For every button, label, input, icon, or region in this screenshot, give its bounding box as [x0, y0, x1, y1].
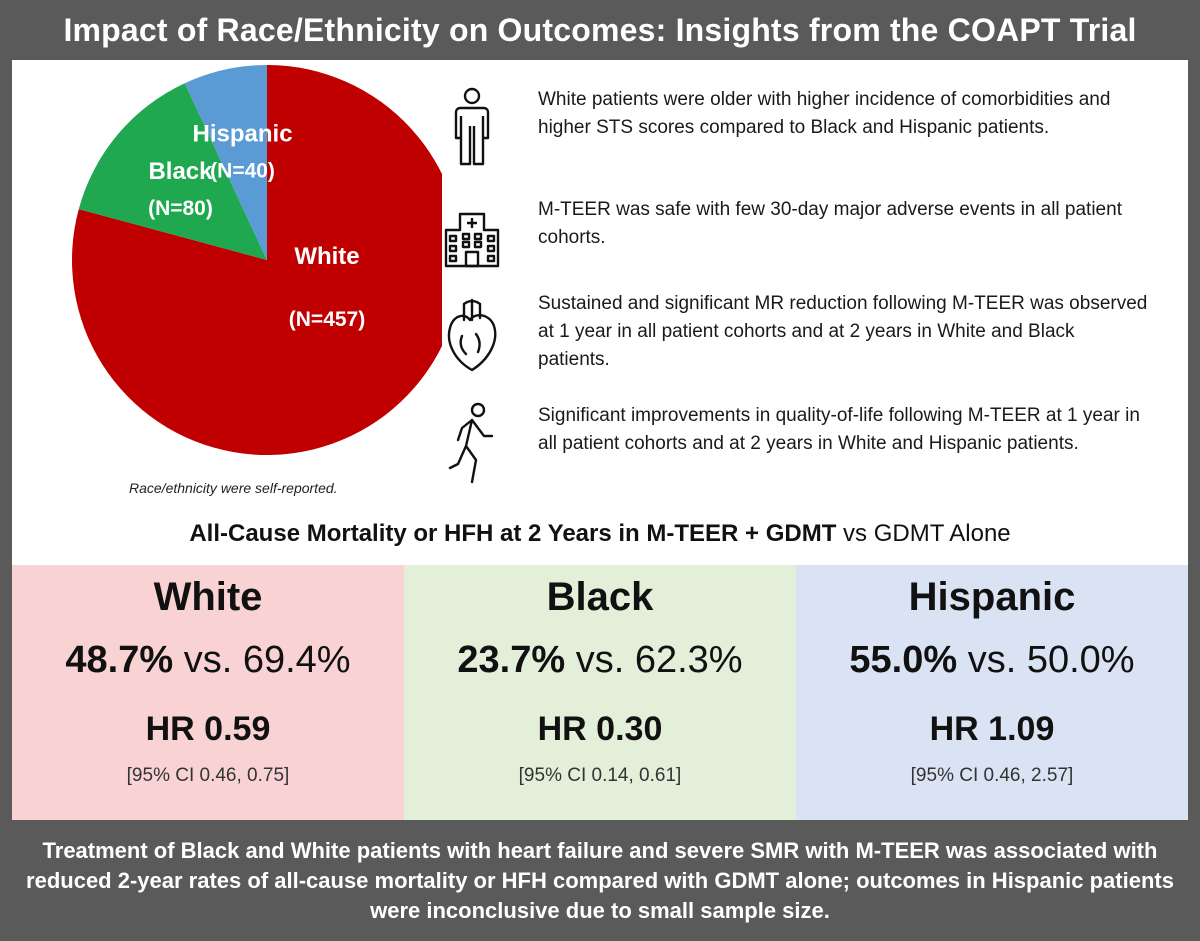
finding-item: Significant improvements in quality-of-l…: [442, 402, 1162, 492]
finding-text: Significant improvements in quality-of-l…: [538, 405, 1140, 454]
group-name: Hispanic: [908, 575, 1076, 619]
page-title: Impact of Race/Ethnicity on Outcomes: In…: [63, 11, 1137, 48]
group-name: White: [153, 575, 263, 619]
hazard-ratio: HR 0.59: [145, 710, 271, 748]
rate-teer: 48.7%: [65, 639, 174, 681]
finding-item: M-TEER was safe with few 30-day major ad…: [442, 196, 1162, 286]
conclusion-banner: Treatment of Black and White patients wi…: [0, 820, 1200, 941]
confidence-interval: [95% CI 0.46, 0.75]: [126, 765, 290, 786]
outcomes-heading: All-Cause Mortality or HFH at 2 Years in…: [12, 520, 1188, 548]
heart-icon: [447, 298, 497, 372]
pie-count-hispanic: (N=40): [210, 160, 275, 183]
finding-item: White patients were older with higher in…: [442, 86, 1162, 176]
pie-label-white: White: [294, 243, 359, 270]
outcome-card-hispanic: Hispanic 55.0% vs. 50.0% HR 1.09 [95% CI…: [796, 565, 1188, 820]
rate-gdmt: 50.0%: [1026, 639, 1135, 681]
finding-text: White patients were older with higher in…: [538, 89, 1111, 138]
finding-text: Sustained and significant MR reduction f…: [538, 293, 1148, 370]
pie-label-hispanic: Hispanic: [193, 121, 293, 148]
pie-label-black: Black: [148, 158, 213, 185]
outcomes-columns: White 48.7% vs. 69.4% HR 0.59 [95% CI 0.…: [12, 565, 1188, 820]
pie-note: Race/ethnicity were self-reported.: [129, 480, 338, 496]
person-icon: [454, 87, 490, 166]
rate-vs: vs.: [565, 639, 635, 681]
rate-vs: vs.: [957, 639, 1027, 681]
outcomes-heading-rest: vs GDMT Alone: [836, 520, 1011, 547]
pie-slice-white: [72, 65, 442, 455]
confidence-interval: [95% CI 0.14, 0.61]: [518, 765, 682, 786]
rate-gdmt: 69.4%: [242, 639, 351, 681]
rate-teer: 23.7%: [457, 639, 566, 681]
event-rates: 48.7% vs. 69.4%: [12, 639, 404, 682]
event-rates: 23.7% vs. 62.3%: [404, 639, 796, 682]
outcome-card-black: Black 23.7% vs. 62.3% HR 0.30 [95% CI 0.…: [404, 565, 796, 820]
rate-teer: 55.0%: [849, 639, 958, 681]
hazard-ratio: HR 0.30: [537, 710, 663, 748]
rate-gdmt: 62.3%: [634, 639, 743, 681]
hospital-icon: [444, 212, 500, 268]
confidence-interval: [95% CI 0.46, 2.57]: [910, 765, 1074, 786]
walking-person-icon: [448, 402, 494, 484]
finding-item: Sustained and significant MR reduction f…: [442, 290, 1162, 380]
rate-vs: vs.: [173, 639, 243, 681]
content-panel: White (N=457) Black (N=80) Hispanic (N=40) Ra…: [12, 60, 1188, 820]
event-rates: 55.0% vs. 50.0%: [796, 639, 1188, 682]
pie-count-black: (N=80): [148, 197, 213, 220]
outcome-card-white: White 48.7% vs. 69.4% HR 0.59 [95% CI 0.…: [12, 565, 404, 820]
group-name: Black: [546, 575, 654, 619]
pie-slice-black: [78, 83, 267, 261]
hazard-ratio: HR 1.09: [929, 710, 1055, 748]
finding-text: M-TEER was safe with few 30-day major ad…: [538, 199, 1122, 248]
pie-chart: White (N=457) Black (N=80) Hispanic (N=40): [72, 65, 442, 455]
pie-slice-hispanic: [184, 65, 267, 260]
conclusion-text: Treatment of Black and White patients wi…: [26, 837, 1174, 923]
pie-count-white: (N=457): [289, 308, 365, 331]
outcomes-heading-bold: All-Cause Mortality or HFH at 2 Years in…: [189, 520, 837, 547]
